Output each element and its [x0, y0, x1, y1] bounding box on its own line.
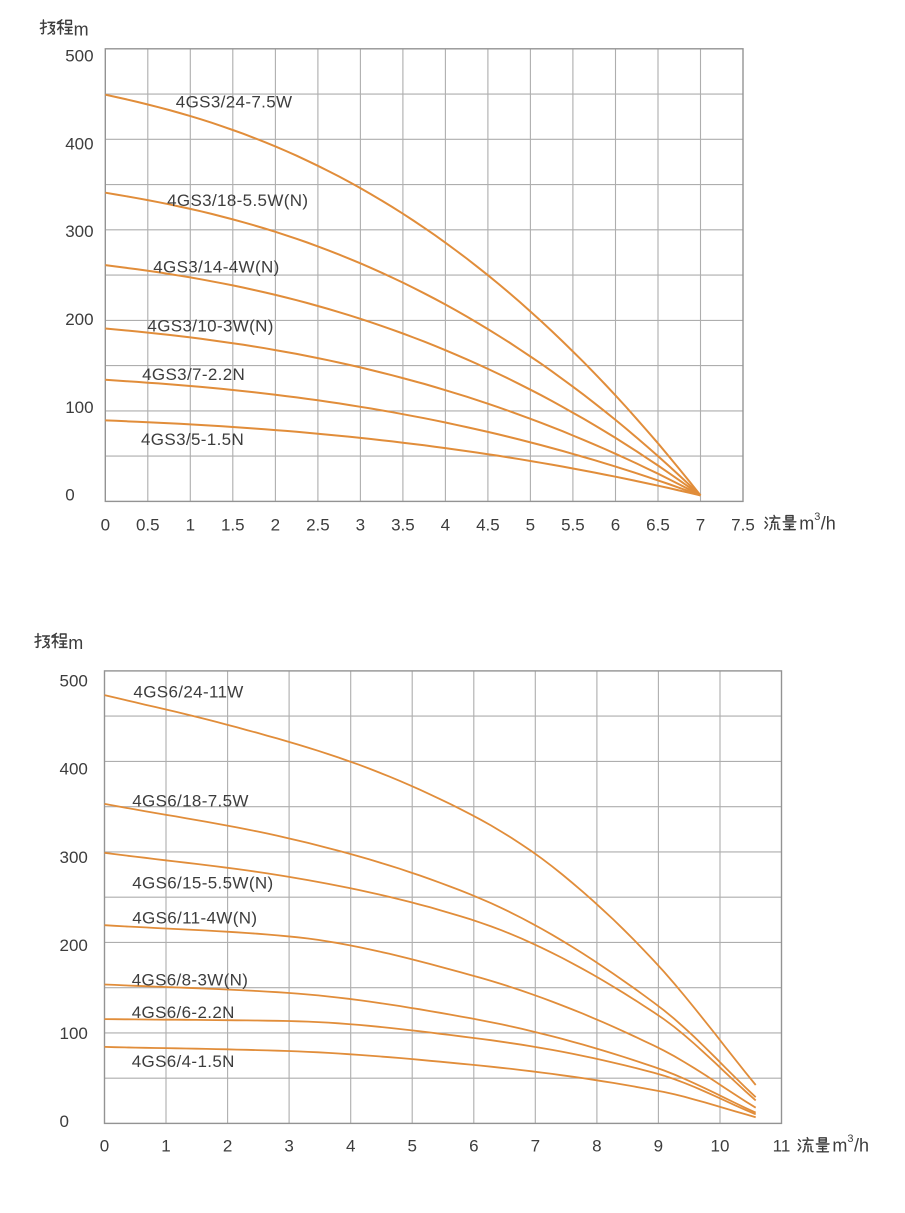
svg-text:6.5: 6.5 [646, 516, 670, 535]
svg-text:m: m [74, 19, 89, 39]
svg-text:4GS3/14-4W(N): 4GS3/14-4W(N) [153, 258, 279, 277]
svg-text:7.5: 7.5 [731, 516, 755, 535]
svg-text:100: 100 [60, 1024, 88, 1043]
svg-text:200: 200 [60, 936, 88, 955]
svg-text:100: 100 [65, 398, 93, 417]
svg-text:1.5: 1.5 [221, 516, 245, 535]
svg-text:4GS6/24-11W: 4GS6/24-11W [133, 682, 243, 701]
svg-text:m: m [68, 633, 83, 653]
svg-text:4GS3/7-2.2N: 4GS3/7-2.2N [142, 365, 245, 384]
svg-text:3.5: 3.5 [391, 516, 415, 535]
svg-text:9: 9 [654, 1136, 663, 1155]
svg-text:4GS6/8-3W(N): 4GS6/8-3W(N) [132, 970, 249, 989]
svg-text:4GS3/5-1.5N: 4GS3/5-1.5N [141, 430, 244, 449]
svg-text:2: 2 [223, 1136, 232, 1155]
svg-text:2: 2 [271, 516, 280, 535]
svg-text:500: 500 [65, 47, 93, 66]
svg-text:5.5: 5.5 [561, 516, 585, 535]
svg-text:5: 5 [407, 1136, 416, 1155]
svg-text:4GS6/6-2.2N: 4GS6/6-2.2N [132, 1003, 235, 1022]
svg-text:4GS6/4-1.5N: 4GS6/4-1.5N [132, 1052, 235, 1071]
svg-text:400: 400 [60, 760, 88, 779]
svg-text:300: 300 [60, 848, 88, 867]
svg-text:4GS6/11-4W(N): 4GS6/11-4W(N) [132, 909, 257, 928]
svg-text:1: 1 [186, 516, 195, 535]
svg-text:8: 8 [592, 1136, 601, 1155]
svg-text:2.5: 2.5 [306, 516, 330, 535]
svg-text:5: 5 [526, 516, 535, 535]
svg-text:4GS3/24-7.5W: 4GS3/24-7.5W [176, 92, 293, 111]
svg-text:3: 3 [814, 511, 820, 523]
svg-text:0.5: 0.5 [136, 516, 160, 535]
svg-text:4GS3/10-3W(N): 4GS3/10-3W(N) [147, 316, 273, 335]
svg-text:500: 500 [60, 672, 88, 691]
svg-text:m: m [832, 1136, 847, 1156]
svg-text:0: 0 [101, 516, 110, 535]
svg-text:4: 4 [346, 1136, 355, 1155]
svg-text:6: 6 [469, 1136, 478, 1155]
svg-text:/h: /h [821, 514, 836, 534]
svg-text:/h: /h [854, 1136, 869, 1156]
svg-text:1: 1 [161, 1136, 170, 1155]
svg-text:4GS6/15-5.5W(N): 4GS6/15-5.5W(N) [132, 873, 273, 892]
svg-text:4: 4 [441, 516, 450, 535]
svg-text:7: 7 [531, 1136, 540, 1155]
svg-text:11: 11 [773, 1136, 791, 1155]
svg-text:400: 400 [65, 134, 93, 153]
svg-text:200: 200 [65, 310, 93, 329]
svg-text:0: 0 [65, 486, 74, 505]
svg-text:6: 6 [611, 516, 620, 535]
svg-text:3: 3 [284, 1136, 293, 1155]
svg-text:3: 3 [847, 1133, 853, 1145]
svg-text:300: 300 [65, 222, 93, 241]
svg-text:0: 0 [60, 1112, 69, 1131]
svg-text:m: m [799, 514, 814, 534]
svg-text:7: 7 [696, 516, 705, 535]
svg-text:4GS3/18-5.5W(N): 4GS3/18-5.5W(N) [167, 191, 308, 210]
svg-text:4GS6/18-7.5W: 4GS6/18-7.5W [132, 792, 249, 811]
svg-text:3: 3 [356, 516, 365, 535]
svg-text:10: 10 [711, 1136, 730, 1155]
svg-text:0: 0 [100, 1136, 109, 1155]
svg-text:4.5: 4.5 [476, 516, 500, 535]
